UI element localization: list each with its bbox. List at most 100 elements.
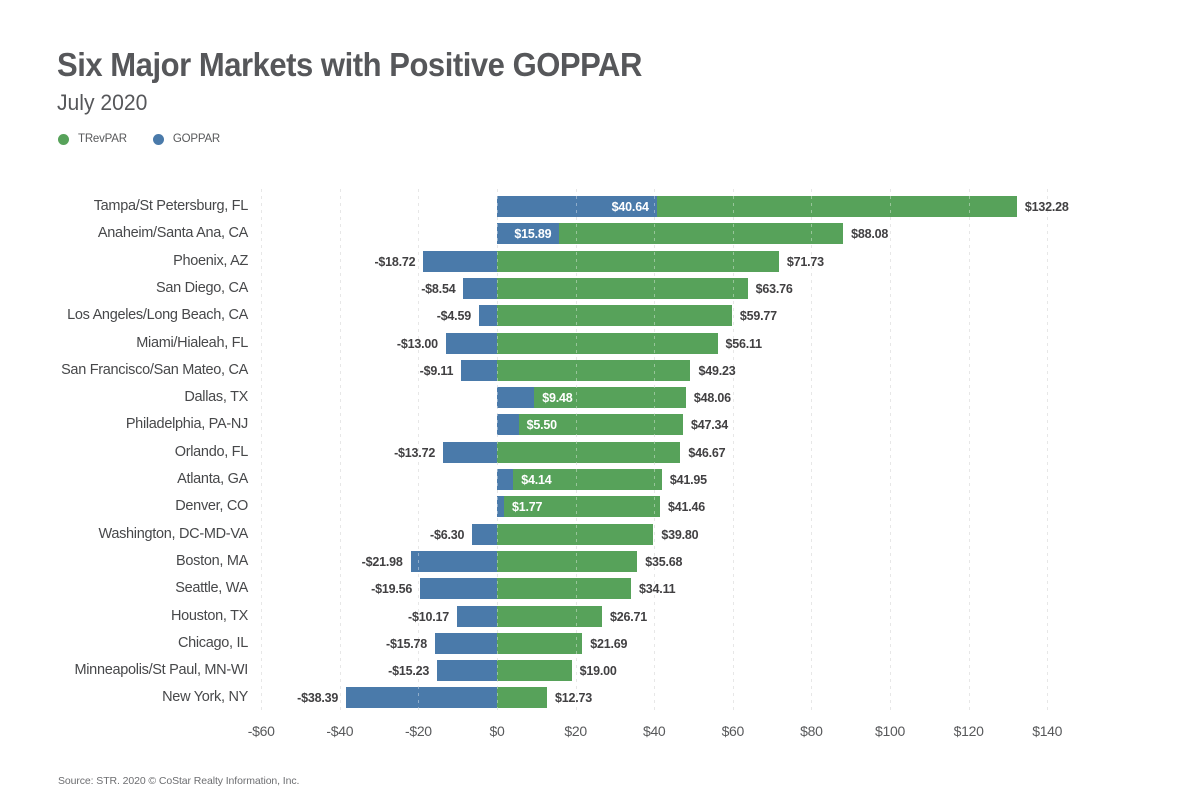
- x-axis-tick-label: $40: [642, 723, 666, 739]
- category-label: Chicago, IL: [177, 634, 248, 651]
- goppar-value-label: -$9.11: [419, 363, 454, 378]
- trevpar-value-label: $12.73: [555, 691, 593, 706]
- trevpar-value-label: $26.71: [609, 609, 648, 624]
- legend-item-trevpar: TRevPAR: [58, 133, 127, 145]
- trevpar-value-label: $132.28: [1024, 200, 1069, 214]
- trevpar-bar: [497, 578, 632, 600]
- trevpar-bar: [497, 496, 660, 518]
- gridline: [339, 189, 341, 712]
- trevpar-bar: [497, 523, 654, 545]
- goppar-value-label: $1.77: [511, 500, 543, 515]
- chart-subtitle: July 2020: [57, 90, 148, 115]
- gridline: [811, 189, 813, 712]
- category-label: Atlanta, GA: [177, 471, 248, 487]
- trevpar-value-label: $21.69: [590, 636, 628, 651]
- gridline-overlay: [732, 189, 734, 712]
- goppar-bar: [434, 632, 497, 654]
- goppar-value-label: $15.89: [514, 227, 552, 242]
- trevpar-bar: [497, 605, 602, 627]
- gridline: [261, 189, 263, 712]
- category-label: Philadelphia, PA-NJ: [125, 416, 248, 433]
- trevpar-bar: [497, 223, 844, 245]
- trevpar-value-label: $41.95: [669, 473, 707, 487]
- category-label: Anaheim/Santa Ana, CA: [97, 225, 248, 242]
- trevpar-bar: [497, 250, 779, 272]
- goppar-value-label: -$8.54: [421, 281, 456, 296]
- goppar-bar: [410, 550, 497, 572]
- gridline: [732, 189, 734, 712]
- category-label: Miami/Hialeah, FL: [136, 334, 248, 351]
- category-label: Los Angeles/Long Beach, CA: [67, 307, 248, 324]
- category-label: San Francisco/San Mateo, CA: [61, 361, 248, 378]
- goppar-bar: [497, 469, 514, 490]
- x-axis-tick-label: $120: [953, 723, 984, 739]
- gridline: [418, 189, 420, 712]
- gridline-overlay: [968, 189, 970, 712]
- gridline-overlay: [811, 189, 813, 712]
- trevpar-bar: [497, 660, 572, 682]
- trevpar-value-label: $39.80: [661, 527, 699, 542]
- trevpar-value-label: $35.68: [645, 554, 683, 569]
- goppar-bar: [461, 359, 497, 381]
- goppar-legend-dot-icon: [152, 133, 164, 145]
- gridline-overlay: [497, 189, 498, 712]
- x-axis-tick-label: $80: [800, 723, 823, 739]
- trevpar-value-label: $88.08: [851, 227, 889, 242]
- trevpar-value-label: $46.67: [688, 445, 726, 460]
- goppar-value-label: -$10.17: [408, 609, 450, 624]
- goppar-bar: [443, 441, 497, 463]
- x-axis-tick-label: $100: [875, 723, 905, 739]
- category-label: Boston, MA: [176, 552, 248, 569]
- goppar-bar: [423, 250, 497, 272]
- goppar-value-label: -$15.78: [386, 636, 427, 651]
- legend-label: GOPPAR: [172, 133, 221, 145]
- category-label: Phoenix, AZ: [173, 252, 248, 269]
- goppar-bar: [497, 223, 560, 245]
- goppar-value-label: $5.50: [526, 418, 557, 433]
- category-label: Minneapolis/St Paul, MN-WI: [74, 662, 248, 679]
- trevpar-bar: [497, 441, 681, 463]
- x-axis-tick-label: $140: [1032, 723, 1063, 739]
- goppar-bar: [497, 496, 504, 518]
- category-label: Houston, TX: [170, 607, 248, 624]
- category-label: Orlando, FL: [174, 443, 249, 460]
- gridline: [1047, 189, 1049, 712]
- goppar-bar: [420, 578, 497, 600]
- goppar-bar: [457, 605, 497, 627]
- gridline-overlay: [1047, 189, 1049, 712]
- goppar-value-label: -$4.59: [436, 309, 471, 324]
- trevpar-bar: [497, 387, 686, 409]
- trevpar-legend-dot-icon: [58, 133, 69, 145]
- trevpar-bar: [497, 687, 548, 709]
- goppar-value-label: -$15.23: [388, 664, 430, 679]
- trevpar-value-label: $47.34: [691, 418, 729, 433]
- trevpar-bar: [497, 414, 684, 436]
- goppar-bar: [445, 332, 497, 354]
- goppar-bar: [472, 523, 497, 545]
- goppar-value-label: $4.14: [521, 473, 552, 487]
- category-label: New York, NY: [162, 689, 248, 706]
- goppar-bar: [463, 277, 497, 299]
- x-axis-tick-label: -$40: [326, 723, 354, 739]
- trevpar-bar: [497, 359, 691, 381]
- gridline: [968, 189, 970, 712]
- category-label: Tampa/St Petersburg, FL: [93, 198, 249, 214]
- trevpar-value-label: $49.23: [698, 363, 736, 378]
- trevpar-bar: [497, 332, 718, 354]
- source-note: Source: STR. 2020 © CoStar Realty Inform…: [58, 775, 300, 787]
- category-label: Seattle, WA: [175, 580, 248, 597]
- category-label: Dallas, TX: [184, 389, 248, 406]
- x-axis-tick-label: -$60: [247, 723, 275, 739]
- goppar-value-label: $9.48: [542, 391, 573, 406]
- trevpar-bar: [497, 305, 732, 327]
- gridline-overlay: [418, 189, 420, 712]
- goppar-value-label: -$6.30: [430, 527, 465, 542]
- gridline-overlay: [654, 189, 656, 712]
- trevpar-bar: [497, 632, 583, 654]
- category-label: San Diego, CA: [155, 279, 248, 296]
- trevpar-bar: [497, 277, 748, 299]
- trevpar-value-label: $63.76: [755, 281, 793, 296]
- x-axis-tick-label: $0: [489, 723, 505, 739]
- trevpar-value-label: $56.11: [725, 336, 763, 351]
